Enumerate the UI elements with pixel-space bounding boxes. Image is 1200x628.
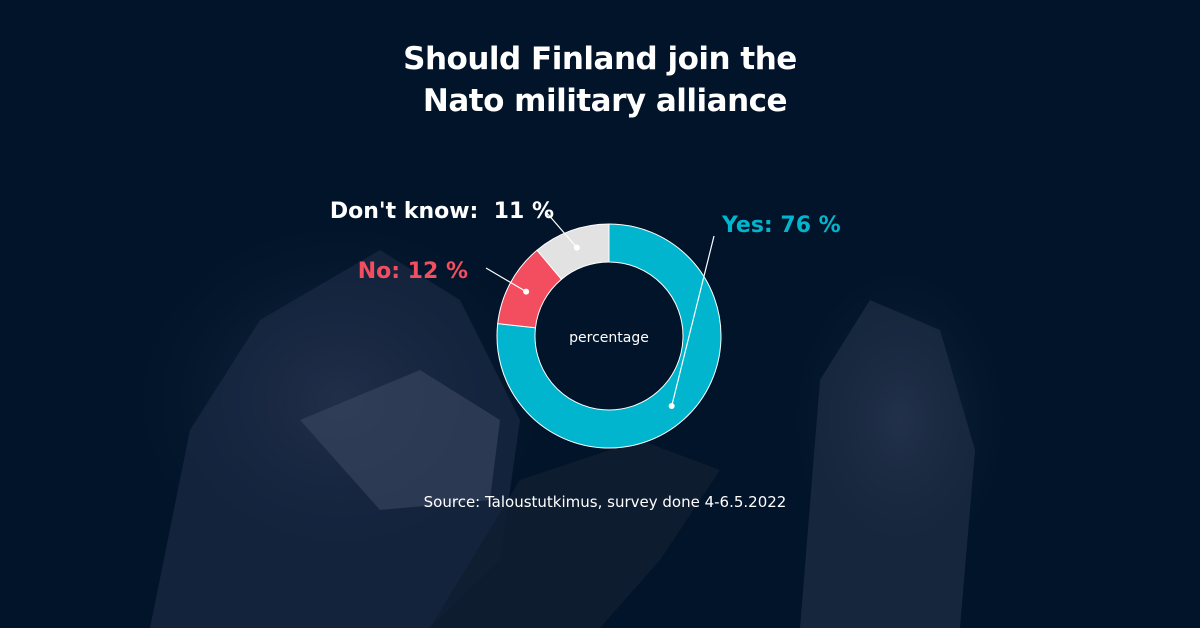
leader-dot-no [523, 288, 530, 295]
slice-yes [496, 223, 722, 449]
data-label-yes: Yes: 76 % [721, 213, 841, 238]
leader-line-dont-know [546, 212, 578, 249]
leader-line-no [485, 267, 527, 293]
source-note: Source: Taloustutkimus, survey done 4-6.… [423, 493, 787, 511]
data-label-dont-know: Don't know: 11 % [330, 199, 554, 224]
data-label-no: No: 12 % [358, 259, 468, 284]
slice-dont-know [536, 223, 610, 281]
center-label: percentage [569, 330, 649, 346]
chart-title-line-2: Nato military alliance [422, 83, 788, 119]
leader-line-yes [671, 235, 715, 407]
chart-title: Should Finland join the Nato military al… [0, 38, 1200, 122]
chart-title-line-1: Should Finland join the [403, 41, 797, 77]
leader-dot-dont-know [573, 244, 580, 251]
leader-dot-yes [668, 403, 675, 410]
